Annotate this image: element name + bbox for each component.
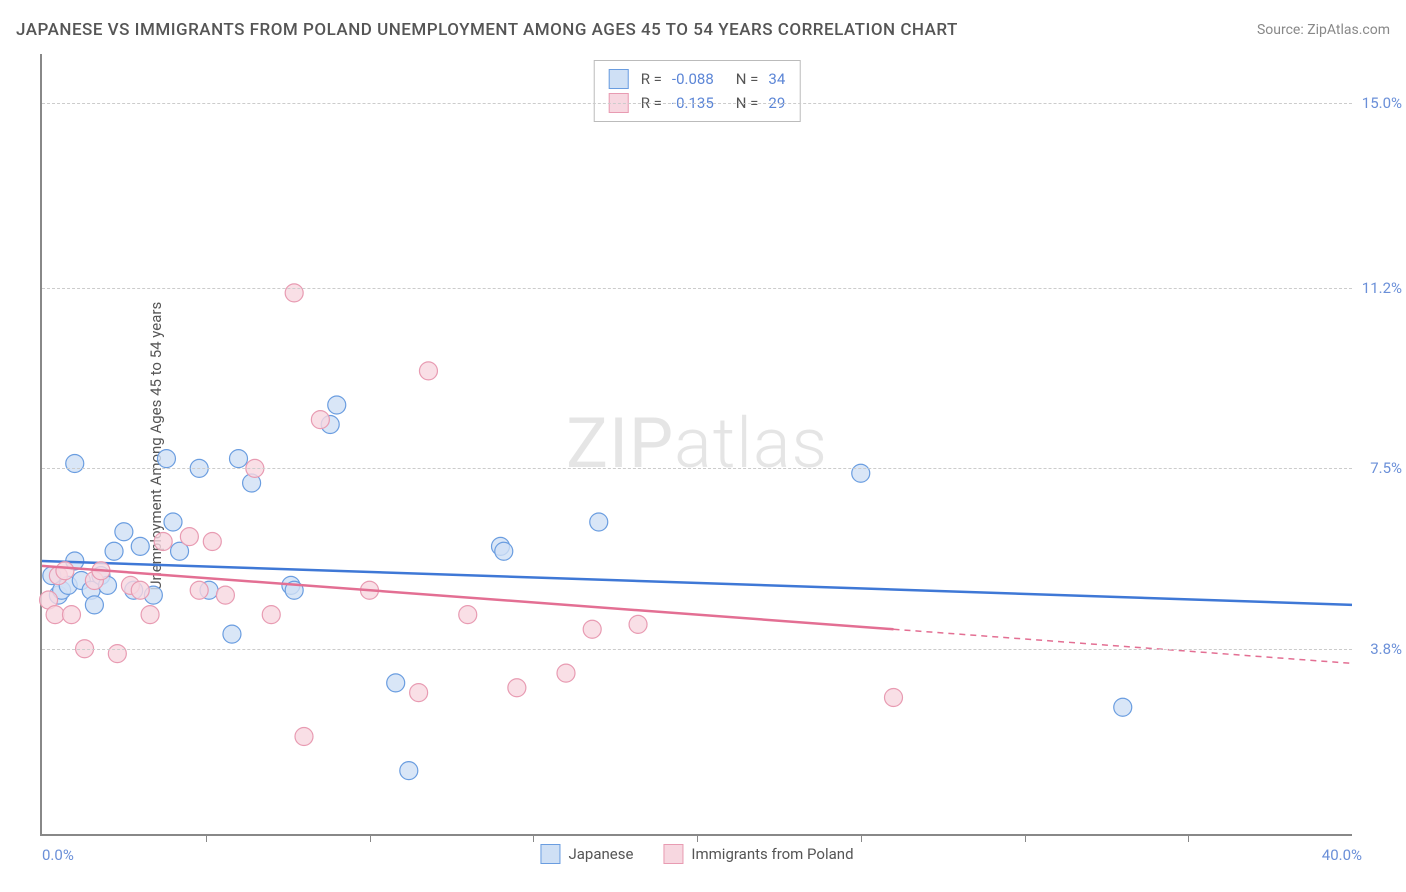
- scatter-point: [223, 625, 241, 643]
- x-max-label: 40.0%: [1322, 846, 1362, 864]
- correlation-legend: R =-0.088N =34R =-0.135N =29: [594, 60, 801, 122]
- scatter-point: [328, 396, 346, 414]
- x-tick: [1188, 834, 1189, 842]
- x-tick: [1025, 834, 1026, 842]
- scatter-point: [508, 679, 526, 697]
- scatter-point: [216, 586, 234, 604]
- scatter-point: [46, 606, 64, 624]
- x-tick: [206, 834, 207, 842]
- chart-container: JAPANESE VS IMMIGRANTS FROM POLAND UNEMP…: [0, 0, 1406, 892]
- scatter-point: [311, 411, 329, 429]
- scatter-point: [419, 362, 437, 380]
- legend-swatch-icon: [540, 844, 560, 864]
- scatter-point: [629, 615, 647, 633]
- gridline: [42, 649, 1352, 650]
- scatter-point: [190, 581, 208, 599]
- scatter-point: [56, 562, 74, 580]
- n-label: N =: [736, 70, 759, 88]
- scatter-point: [230, 450, 248, 468]
- scatter-point: [180, 528, 198, 546]
- legend-item: Immigrants from Poland: [663, 844, 853, 864]
- r-value: -0.088: [672, 70, 714, 88]
- x-tick: [697, 834, 698, 842]
- plot-area: ZIPatlas R =-0.088N =34R =-0.135N =29 Ja…: [40, 54, 1352, 836]
- y-tick-label: 15.0%: [1362, 94, 1402, 112]
- legend-swatch-icon: [663, 844, 683, 864]
- series-legend: Japanese Immigrants from Poland: [540, 844, 853, 864]
- scatter-point: [400, 762, 418, 780]
- scatter-point: [164, 513, 182, 531]
- scatter-point: [141, 606, 159, 624]
- scatter-point: [459, 606, 477, 624]
- scatter-point: [66, 455, 84, 473]
- scatter-point: [157, 450, 175, 468]
- gridline: [42, 103, 1352, 104]
- y-tick-label: 11.2%: [1362, 279, 1402, 297]
- scatter-point: [262, 606, 280, 624]
- trend-line: [42, 561, 1352, 605]
- scatter-point: [285, 284, 303, 302]
- scatter-point: [852, 464, 870, 482]
- scatter-point: [583, 620, 601, 638]
- scatter-point: [410, 684, 428, 702]
- x-min-label: 0.0%: [42, 846, 74, 864]
- scatter-point: [131, 581, 149, 599]
- gridline: [42, 468, 1352, 469]
- scatter-point: [62, 606, 80, 624]
- scatter-point: [387, 674, 405, 692]
- x-tick: [533, 834, 534, 842]
- legend-swatch-icon: [609, 69, 629, 89]
- scatter-point: [1114, 698, 1132, 716]
- scatter-point: [557, 664, 575, 682]
- legend-label: Immigrants from Poland: [691, 845, 853, 863]
- scatter-point: [131, 537, 149, 555]
- scatter-point: [495, 542, 513, 560]
- x-tick: [861, 834, 862, 842]
- chart-title: JAPANESE VS IMMIGRANTS FROM POLAND UNEMP…: [16, 20, 958, 40]
- scatter-point: [295, 728, 313, 746]
- scatter-point: [108, 645, 126, 663]
- scatter-point: [154, 533, 172, 551]
- n-value: 34: [768, 70, 785, 88]
- scatter-point: [590, 513, 608, 531]
- source-label: Source: ZipAtlas.com: [1257, 22, 1390, 38]
- scatter-point: [203, 533, 221, 551]
- legend-label: Japanese: [568, 845, 633, 863]
- plot-svg: [42, 54, 1352, 834]
- y-tick-label: 7.5%: [1370, 459, 1402, 477]
- scatter-point: [115, 523, 133, 541]
- scatter-point: [885, 689, 903, 707]
- trend-line-dashed: [894, 629, 1353, 663]
- legend-item: Japanese: [540, 844, 633, 864]
- x-tick: [370, 834, 371, 842]
- gridline: [42, 288, 1352, 289]
- scatter-point: [105, 542, 123, 560]
- scatter-point: [85, 596, 103, 614]
- r-label: R =: [641, 70, 662, 88]
- y-tick-label: 3.8%: [1370, 640, 1402, 658]
- legend-row: R = -0.088 N = 34: [609, 67, 786, 91]
